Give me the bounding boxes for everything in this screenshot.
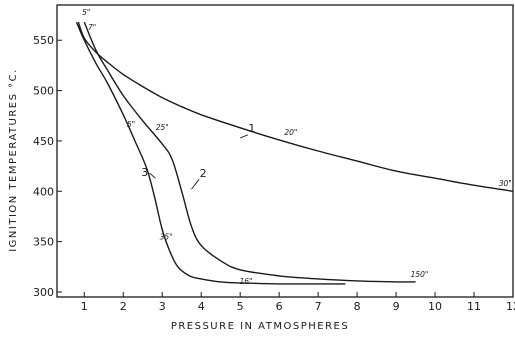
curve-label-3: 3 <box>141 166 148 179</box>
x-tick-label: 2 <box>120 300 127 313</box>
x-tick-label: 7 <box>315 300 322 313</box>
y-axis-ticks: 300 350 400 450 500 550 <box>33 34 62 299</box>
curve-2 <box>83 21 416 283</box>
x-tick-label: 8 <box>354 300 361 313</box>
leader-line <box>191 178 200 190</box>
x-axis-title: PRESSURE IN ATMOSPHERES <box>171 321 349 332</box>
axes <box>56 4 514 298</box>
x-tick-label: 11 <box>467 300 481 313</box>
annotation-label: 30" <box>499 179 512 188</box>
annotation-label: 35" <box>160 233 173 242</box>
annotation-label: 5" <box>127 120 135 129</box>
leader-line <box>149 172 156 179</box>
x-tick-label: 5 <box>237 300 244 313</box>
x-tick-label: 10 <box>428 300 442 313</box>
x-tick-label: 3 <box>159 300 166 313</box>
annotation-label: 7" <box>88 23 96 32</box>
y-tick-label: 400 <box>33 185 54 198</box>
plot-frame <box>56 4 514 298</box>
x-axis-ticks: 123456789101112 <box>81 292 515 313</box>
x-tick-label: 4 <box>198 300 205 313</box>
annotation-label: 16" <box>240 277 253 286</box>
y-tick-label: 450 <box>33 135 54 148</box>
curves <box>75 21 514 285</box>
y-axis-title: IGNITION TEMPERATURES °C. <box>8 68 19 252</box>
annotation-label: 25" <box>156 123 169 132</box>
curve-3 <box>75 21 346 285</box>
annotation-label: 150" <box>411 270 429 279</box>
y-tick-label: 350 <box>33 236 54 249</box>
curve-labels: 1 2 3 <box>141 122 255 190</box>
annotation-label: 5" <box>82 8 90 17</box>
curve-label-1: 1 <box>248 122 255 135</box>
curve-label-2: 2 <box>200 167 207 180</box>
x-tick-label: 12 <box>506 300 515 313</box>
x-tick-label: 1 <box>81 300 88 313</box>
x-tick-label: 6 <box>276 300 283 313</box>
x-tick-label: 9 <box>393 300 400 313</box>
y-tick-label: 300 <box>33 286 54 299</box>
leader-line <box>240 134 249 139</box>
y-tick-label: 500 <box>33 85 54 98</box>
y-tick-label: 550 <box>33 34 54 47</box>
curve-1 <box>77 21 514 192</box>
annotations: 5" 7" 5" 25" 20" 30" 35" 16" 150" <box>82 8 512 286</box>
annotation-label: 20" <box>284 128 297 137</box>
